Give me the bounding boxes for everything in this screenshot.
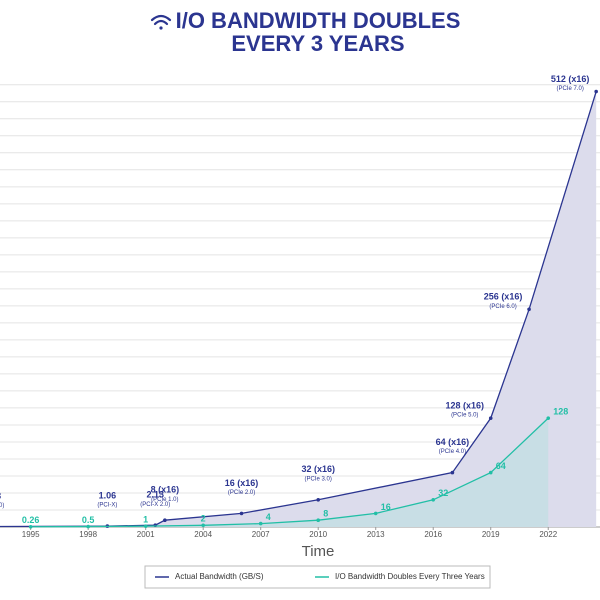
annotation: (PCIe 7.0)	[556, 86, 583, 92]
value-label: 64 (x16)	[436, 437, 470, 447]
point	[163, 518, 167, 522]
point	[258, 521, 263, 526]
x-tick-label: 2019	[482, 530, 500, 539]
value-label: 0.53	[0, 491, 1, 501]
value-label: 8	[323, 509, 328, 519]
value-label: 128 (x16)	[445, 401, 484, 411]
point	[450, 470, 455, 475]
point	[143, 524, 148, 528]
annotation: (PCI-X 2.0)	[140, 502, 170, 508]
point	[239, 511, 244, 516]
value-label: 512 (x16)	[551, 74, 590, 84]
x-tick-label: 2010	[309, 530, 327, 539]
annotation: (PCIe 2.0)	[228, 490, 255, 496]
value-label: 32	[438, 488, 448, 498]
value-label: 16	[381, 502, 391, 512]
x-tick-label: 2004	[194, 530, 212, 539]
area	[30, 418, 549, 527]
x-tick-label: 2013	[367, 530, 385, 539]
x-axis-label: Time	[302, 543, 335, 560]
annotation: (PCIe 5.0)	[451, 413, 478, 419]
value-label: 4	[266, 512, 271, 522]
point	[527, 307, 531, 312]
annotation: (PCI 2.0)	[0, 503, 4, 509]
x-tick-label: 2007	[252, 530, 270, 539]
annotation: (PCIe 4.0)	[439, 449, 466, 455]
annotation: (PCIe 3.0)	[305, 476, 332, 482]
point	[201, 523, 205, 528]
point	[546, 416, 551, 420]
legend-label: I/O Bandwidth Doubles Every Three Years	[335, 572, 485, 581]
point	[373, 511, 378, 516]
annotation: (PCI-X)	[97, 503, 117, 509]
value-label: 128	[553, 407, 568, 417]
chart-title: I/O BANDWIDTH DOUBLES	[176, 8, 461, 33]
annotation: (PCIe 1.0)	[151, 497, 178, 503]
point	[488, 470, 493, 475]
value-label: 8 (x16)	[151, 485, 180, 495]
x-tick-label: 1995	[22, 530, 40, 539]
annotation: (PCIe 6.0)	[489, 304, 516, 310]
x-tick-label: 2016	[424, 530, 442, 539]
chart-subtitle: EVERY 3 YEARS	[231, 31, 404, 56]
value-label: 32 (x16)	[301, 464, 335, 474]
point	[28, 524, 33, 529]
value-label: 16 (x16)	[225, 478, 259, 488]
point	[488, 416, 493, 420]
value-label: 1	[143, 515, 148, 525]
point	[594, 89, 598, 94]
line	[30, 417, 549, 528]
legend-label: Actual Bandwidth (GB/S)	[175, 572, 264, 581]
point	[431, 497, 436, 502]
value-label: 2.13	[147, 490, 165, 500]
point	[316, 497, 321, 502]
value-label: 1.06	[99, 490, 117, 500]
value-label: 256 (x16)	[484, 292, 523, 302]
point	[86, 524, 90, 529]
value-label: 2	[201, 514, 206, 524]
wifi-icon	[150, 14, 172, 30]
value-label: 0.26	[22, 515, 40, 525]
x-tick-label: 1998	[79, 530, 97, 539]
point	[316, 518, 321, 522]
x-tick-label: 2022	[539, 530, 557, 539]
value-label: 64	[496, 461, 506, 471]
x-tick-label: 2001	[137, 530, 155, 539]
value-label: 0.5	[82, 515, 95, 525]
